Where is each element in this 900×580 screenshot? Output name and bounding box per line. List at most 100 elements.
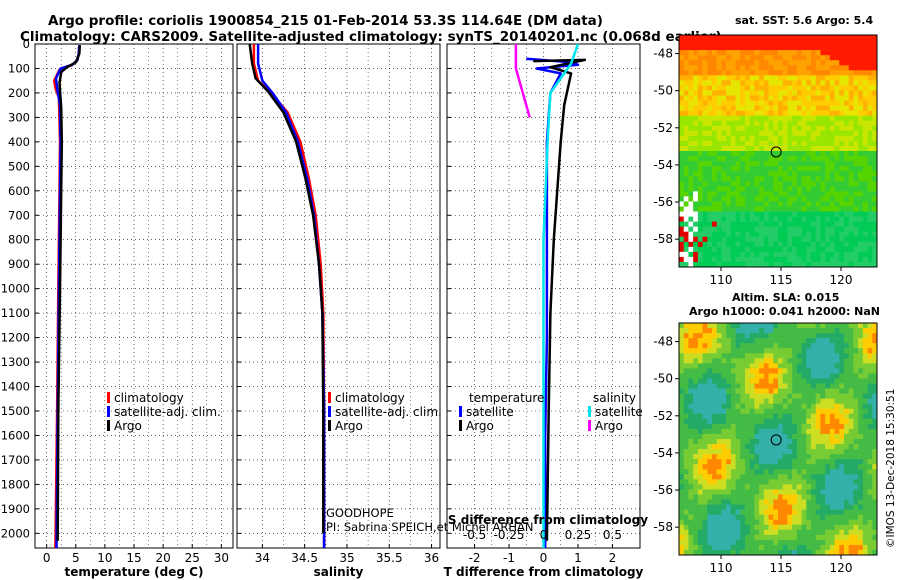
sla-cell (806, 353, 812, 359)
sst-cell (862, 100, 868, 106)
sla-cell (867, 479, 873, 485)
sla-cell (763, 413, 769, 420)
sst-cell (759, 261, 765, 268)
sst-cell (693, 90, 699, 96)
sla-cell (763, 408, 769, 415)
sla-cell (811, 524, 817, 531)
sst-cell (768, 206, 774, 212)
sla-cell (754, 499, 760, 505)
sla-cell (679, 544, 685, 551)
sst-cell (697, 206, 703, 212)
sst-cell (688, 130, 694, 137)
sla-cell (815, 383, 821, 389)
sla-cell (815, 479, 821, 485)
sst-cell (745, 191, 751, 197)
sla-cell (834, 363, 840, 369)
sst-cell (707, 171, 713, 177)
sla-cell (707, 363, 713, 369)
sla-cell (773, 418, 779, 425)
sla-cell (716, 464, 722, 470)
sst-cell (740, 216, 746, 222)
sla-cell (707, 509, 713, 515)
sla-cell (702, 328, 708, 334)
sla-cell (693, 549, 699, 556)
sla-cell (697, 393, 703, 399)
sst-cell (730, 211, 736, 217)
sst-cell (872, 151, 878, 157)
sla-cell (862, 549, 868, 556)
sla-cell (683, 373, 689, 379)
sst-cell (768, 256, 774, 263)
sst-cell (707, 241, 713, 248)
sla-cell (806, 413, 812, 420)
sla-cell (712, 529, 718, 536)
sst-cell (679, 231, 685, 238)
sla-cell (679, 474, 685, 480)
sst-cell (825, 110, 831, 116)
sst-cell (688, 251, 694, 258)
sla-cell (872, 459, 878, 465)
sla-cell (782, 549, 788, 556)
sla-cell (707, 459, 713, 465)
sla-cell (815, 323, 821, 329)
sst-cell (773, 55, 779, 61)
sst-cell (721, 156, 727, 162)
sst-cell (815, 221, 821, 227)
sla-cell (825, 423, 831, 430)
sst-cell (853, 40, 859, 46)
sst-cell (763, 100, 769, 106)
sla-cell (853, 413, 859, 420)
sst-cell (693, 221, 699, 227)
sla-cell (853, 444, 859, 450)
sla-cell (773, 499, 779, 505)
sla-cell (730, 534, 736, 541)
sla-cell (829, 454, 835, 460)
sst-cell (712, 241, 718, 248)
sla-cell (778, 504, 784, 510)
sla-cell (820, 403, 826, 410)
sst-cell (796, 35, 802, 41)
sst-cell (801, 171, 807, 177)
sla-cell (844, 338, 850, 344)
sst-cell (773, 65, 779, 71)
sla-cell (848, 464, 854, 470)
sla-cell (848, 549, 854, 556)
sst-cell (806, 60, 812, 66)
sst-cell (730, 130, 736, 137)
sla-cell (801, 323, 807, 329)
sla-cell (721, 328, 727, 334)
sst-cell (754, 125, 760, 132)
sla-cell (806, 514, 812, 520)
sst-cell (829, 130, 835, 137)
sla-cell (759, 504, 765, 510)
sst-cell (778, 256, 784, 263)
sst-cell (697, 226, 703, 232)
sla-cell (749, 343, 755, 349)
sst-cell (707, 110, 713, 116)
sst-cell (796, 80, 802, 86)
sla-cell (867, 428, 873, 435)
sst-cell (683, 95, 689, 101)
sst-cell (763, 186, 769, 192)
sla-cell (853, 393, 859, 399)
sla-cell (782, 383, 788, 389)
sla-cell (872, 373, 878, 379)
sla-cell (848, 408, 854, 415)
sla-cell (820, 459, 826, 465)
sla-cell (872, 408, 878, 415)
sst-cell (872, 206, 878, 212)
top-tick-label: 0.5 (603, 528, 622, 542)
sst-cell (759, 115, 765, 122)
sla-cell (825, 504, 831, 510)
sst-cell (716, 246, 722, 253)
sst-cell (834, 75, 840, 81)
sst-cell (679, 206, 685, 212)
sla-cell (801, 454, 807, 460)
sla-cell (782, 323, 788, 329)
sla-cell (796, 479, 802, 485)
sla-cell (759, 383, 765, 389)
sla-cell (759, 499, 765, 505)
sla-cell (707, 433, 713, 440)
sst-cell (683, 85, 689, 91)
